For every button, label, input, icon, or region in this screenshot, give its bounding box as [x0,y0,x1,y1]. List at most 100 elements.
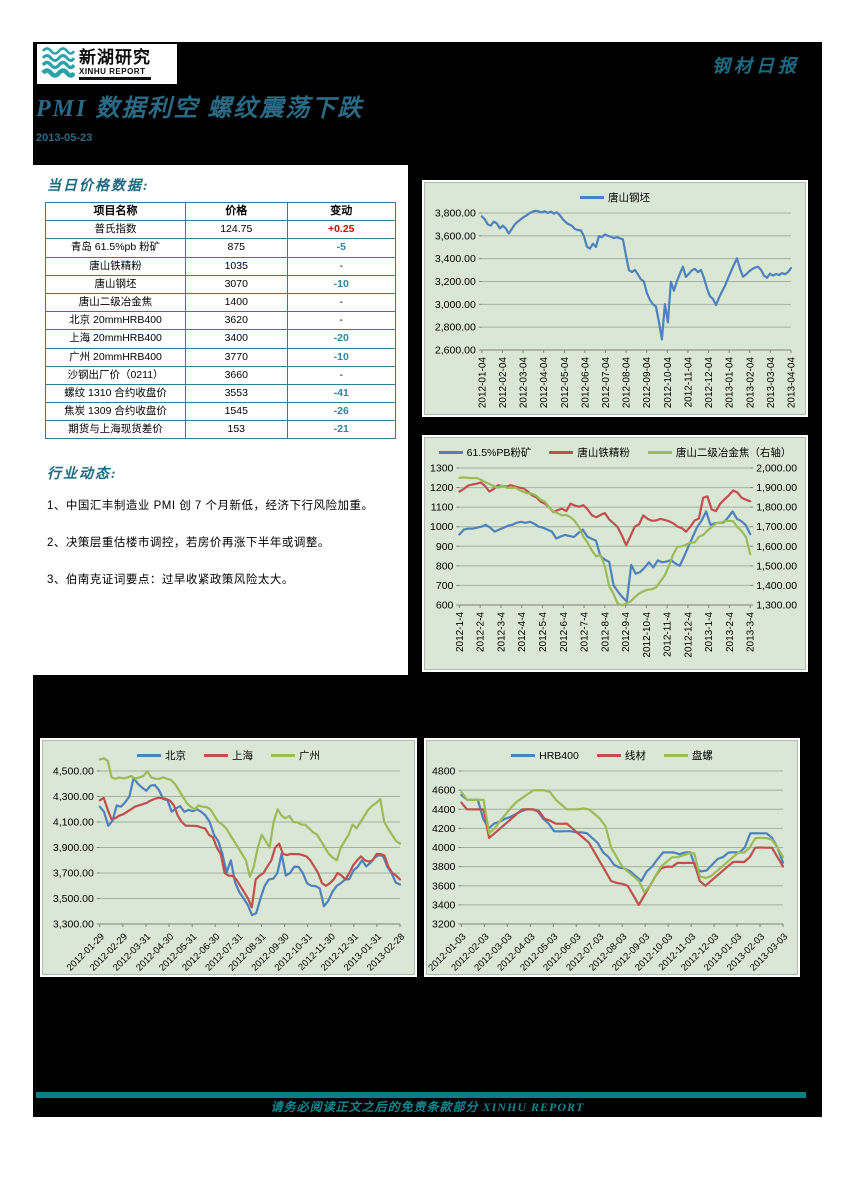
chart-products: HRB400 线材 盘螺 3200 3400 3600 3800 4000 4200 4400 46… [424,738,800,977]
svg-text:3200: 3200 [432,919,456,931]
svg-text:2,000.00: 2,000.00 [756,463,797,475]
item-name-cell: 唐山二级冶金焦 [45,292,186,313]
legend-line-swatch [549,451,574,454]
legend-line-swatch [271,754,295,757]
svg-text:3,300.00: 3,300.00 [53,919,94,931]
item-name-cell: 期货与上海现货差价 [45,420,186,440]
svg-text:2013-2-4: 2013-2-4 [725,612,736,652]
price-table-row: 唐山钢坯 3070 -10 [45,274,396,294]
chart-raw-materials: 61.5%PB粉矿 唐山铁精粉 唐山二级冶金焦（右轴） 600 700 800 900 100… [422,435,808,672]
price-cell: 1035 [185,256,288,276]
svg-text:4600: 4600 [432,785,456,797]
news-list: 1、中国汇丰制造业 PMI 创 7 个月新低，经济下行风险加重。 2、决策层重估楼… [45,497,396,587]
chart-plot-area: 61.5%PB粉矿 唐山铁精粉 唐山二级冶金焦（右轴） 600 700 800 900 100… [424,437,806,670]
svg-text:1,400.00: 1,400.00 [756,580,797,592]
legend-label: 线材 [624,750,646,762]
svg-text:1,600.00: 1,600.00 [756,541,797,553]
price-cell: 3770 [185,347,288,367]
svg-text:3,900.00: 3,900.00 [53,842,94,854]
chart-svg: 2,600.00 2,800.00 3,000.00 3,200.00 3,400.00… [435,208,798,409]
chart-plot-area: 北京 上海 广州 3,300.00 3,500.00 3,700.00 3,900.00 4,… [42,740,415,975]
svg-text:4000: 4000 [432,842,456,854]
legend-line-swatch [137,754,161,757]
price-table-row: 螺纹 1310 合约收盘价 3553 -41 [45,383,396,404]
svg-text:2012-11-04: 2012-11-04 [683,357,694,408]
wave-logo-icon [41,44,76,84]
price-table: 项目名称 价格 变动 普氏指数 124.75 +0.25 青岛 61.5%pb 粉矿 8… [45,201,396,440]
svg-text:2012-1-4: 2012-1-4 [455,612,466,652]
legend-label: 北京 [165,750,186,762]
legend-line-swatch [647,451,672,454]
chart-plot-area: 唐山钢坯 2,600.00 2,800.00 3,000.00 3,200.00 3,40… [424,182,806,415]
chart-svg: 3,300.00 3,500.00 3,700.00 3,900.00 4,100.00… [53,757,407,973]
legend-line-swatch [663,754,688,757]
change-cell: -5 [286,238,396,258]
item-name-cell: 螺纹 1310 合约收盘价 [45,383,186,404]
report-date: 2013-05-23 [36,132,93,144]
svg-text:3400: 3400 [432,899,456,911]
report-type-label: 钢材日报 [712,56,800,76]
svg-text:2012-12-4: 2012-12-4 [683,612,694,658]
svg-text:2012-4-4: 2012-4-4 [517,612,528,652]
svg-text:2012-11-4: 2012-11-4 [663,612,674,657]
change-cell: -10 [286,274,396,294]
svg-text:2012-10-4: 2012-10-4 [642,612,653,658]
item-name-cell: 唐山铁精粉 [45,256,186,276]
svg-text:1,500.00: 1,500.00 [756,560,797,572]
chart-svg: 3200340036003800400042004400460048002012… [427,766,790,974]
price-table-row: 普氏指数 124.75 +0.25 [45,220,396,240]
svg-text:2012-03-04: 2012-03-04 [519,357,530,409]
legend-item: 盘螺 [663,748,713,763]
col-header-price: 价格 [185,201,288,222]
chart-plot-area: HRB400 线材 盘螺 3200 3400 3600 3800 4000 4200 4400 46… [426,740,798,975]
price-section-title: 当日价格数据: [47,179,150,194]
svg-text:2012-8-4: 2012-8-4 [600,612,611,652]
price-cell: 3553 [185,383,288,404]
svg-text:1,800.00: 1,800.00 [756,502,797,514]
svg-text:4200: 4200 [432,823,456,835]
legend-item: 61.5%PB粉矿 [438,445,531,460]
item-name-cell: 沙钢出厂价（0211） [45,365,186,385]
change-cell: -21 [286,420,396,440]
svg-text:2013-04-04: 2013-04-04 [787,357,798,409]
legend-line-swatch [511,754,536,757]
brand-name-cn: 新湖研究 [79,47,151,67]
svg-text:3,000.00: 3,000.00 [435,299,476,311]
legend-label: 唐山铁精粉 [577,447,630,459]
svg-text:3,800.00: 3,800.00 [435,208,476,220]
price-table-row: 北京 20mmHRB400 3620- [45,311,396,331]
svg-text:1,700.00: 1,700.00 [756,521,797,533]
legend-label: 广州 [299,750,320,762]
change-cell: +0.25 [286,220,396,240]
svg-text:2012-06-04: 2012-06-04 [580,357,591,409]
price-cell: 124.75 [185,220,288,240]
change-cell: - [286,256,396,276]
item-name-cell: 青岛 61.5%pb 粉矿 [45,238,186,258]
chart-legend: 61.5%PB粉矿 唐山铁精粉 唐山二级冶金焦（右轴） [425,445,805,460]
item-name-cell: 广州 20mmHRB400 [45,347,186,367]
legend-line-swatch [438,451,463,454]
price-table-row: 上海 20mmHRB400 3400 -20 [45,329,396,349]
svg-text:2012-09-04: 2012-09-04 [642,357,653,409]
chart-tangshan-billet: 唐山钢坯 2,600.00 2,800.00 3,000.00 3,200.00 3,40… [422,180,808,417]
svg-text:2012-07-04: 2012-07-04 [601,357,612,409]
change-cell: - [286,311,396,331]
svg-text:2013-3-4: 2013-3-4 [746,612,757,652]
price-cell: 3620 [185,311,288,331]
change-cell: - [286,292,396,313]
svg-text:2012-10-04: 2012-10-04 [663,357,674,409]
svg-text:2013-1-4: 2013-1-4 [704,612,715,652]
legend-item: 唐山二级冶金焦（右轴） [647,445,791,460]
svg-text:2012-7-4: 2012-7-4 [580,612,591,652]
chart-legend: HRB400 线材 盘螺 [427,748,797,763]
price-table-header-row: 项目名称 价格 变动 [45,201,396,222]
price-table-row: 唐山二级冶金焦 1400- [45,292,396,313]
svg-text:4,300.00: 4,300.00 [53,791,94,803]
price-table-row: 唐山铁精粉 1035- [45,256,396,276]
change-cell: -20 [286,329,396,349]
svg-text:2012-12-04: 2012-12-04 [704,357,715,409]
price-table-row: 广州 20mmHRB400 3770 -10 [45,347,396,367]
legend-label: 盘螺 [691,750,713,762]
legend-item: 北京 [137,748,186,763]
